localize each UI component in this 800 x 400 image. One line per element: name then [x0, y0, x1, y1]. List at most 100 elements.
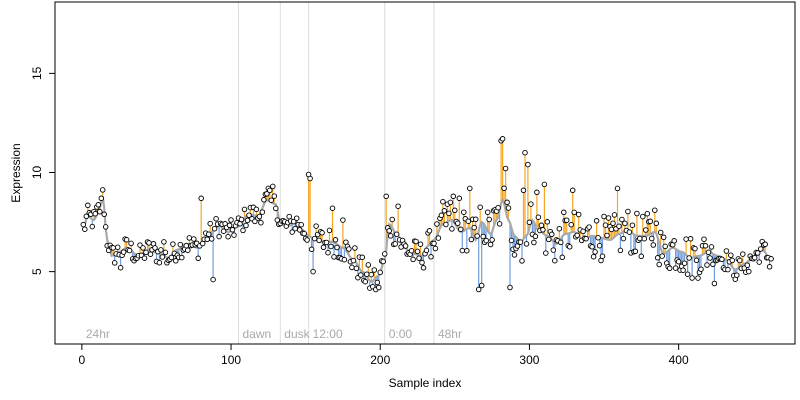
data-point	[681, 260, 688, 266]
time-annotation: 0:00	[389, 327, 413, 341]
data-point	[684, 271, 691, 277]
data-point	[185, 247, 191, 253]
data-point	[520, 187, 527, 194]
data-point	[313, 223, 319, 229]
data-point	[704, 262, 710, 268]
data-point	[660, 234, 667, 241]
data-point	[604, 232, 610, 239]
time-annotation: 12:00	[313, 327, 343, 341]
data-point	[754, 250, 761, 256]
data-point	[267, 187, 273, 194]
data-point	[253, 206, 260, 213]
data-point	[423, 247, 430, 254]
data-point	[569, 187, 576, 194]
data-point	[710, 261, 716, 268]
data-point	[734, 272, 740, 278]
data-point	[680, 267, 686, 273]
data-point	[320, 244, 327, 251]
data-point	[186, 235, 193, 241]
data-point	[97, 208, 103, 215]
data-point	[428, 254, 434, 260]
data-point	[541, 181, 548, 188]
data-point	[225, 233, 231, 240]
data-point	[472, 216, 479, 223]
data-point	[438, 212, 445, 219]
data-point	[474, 233, 480, 239]
data-point	[487, 241, 494, 248]
data-point	[141, 255, 148, 261]
data-point	[159, 254, 166, 260]
data-point	[440, 198, 446, 205]
data-point	[746, 268, 752, 275]
data-point	[695, 275, 701, 281]
data-point	[538, 222, 545, 229]
data-point	[728, 252, 734, 258]
data-point	[162, 249, 169, 256]
data-point	[461, 209, 467, 215]
data-point	[707, 255, 713, 261]
data-point	[374, 279, 381, 286]
data-point	[626, 229, 633, 235]
data-point	[517, 239, 524, 245]
data-point	[556, 225, 563, 232]
data-point	[526, 219, 533, 226]
data-point	[231, 232, 237, 238]
data-point	[711, 280, 718, 287]
data-point	[273, 205, 279, 212]
data-point	[377, 269, 383, 276]
data-point	[657, 229, 664, 236]
data-point	[593, 218, 600, 224]
data-point	[92, 210, 99, 217]
data-point	[702, 243, 709, 249]
data-point	[289, 229, 295, 235]
data-point	[207, 220, 213, 227]
data-point	[340, 217, 346, 223]
data-point	[117, 264, 124, 271]
data-point	[152, 245, 158, 251]
data-point	[698, 266, 704, 272]
data-point	[610, 220, 616, 226]
data-point	[505, 205, 512, 211]
data-point	[757, 246, 764, 252]
data-point	[496, 221, 503, 227]
data-point	[419, 259, 425, 266]
data-point	[111, 260, 118, 266]
data-point	[611, 212, 618, 218]
data-point	[575, 211, 582, 218]
data-point	[647, 218, 654, 225]
data-point	[441, 208, 448, 214]
data-point	[240, 227, 246, 234]
data-point	[323, 239, 330, 246]
data-point	[353, 265, 360, 272]
data-point	[170, 241, 176, 247]
data-point	[671, 238, 677, 244]
data-point	[522, 149, 528, 156]
data-point	[387, 233, 394, 239]
x-tick-label: 200	[370, 353, 390, 367]
data-point	[614, 185, 621, 192]
data-point	[307, 175, 313, 182]
data-point	[561, 209, 567, 216]
data-point	[644, 210, 651, 217]
data-point	[508, 237, 515, 244]
data-point	[447, 199, 454, 206]
data-point	[563, 217, 570, 223]
data-point	[381, 251, 388, 257]
data-point	[213, 215, 219, 222]
data-point	[666, 265, 673, 272]
data-point	[687, 236, 694, 242]
data-point	[183, 242, 190, 249]
data-point	[580, 228, 586, 235]
time-annotation: 24hr	[86, 327, 110, 341]
data-point	[641, 235, 648, 242]
data-point	[311, 235, 318, 242]
data-point	[368, 271, 375, 278]
data-point	[464, 247, 470, 254]
data-point	[99, 187, 106, 193]
data-point	[686, 255, 692, 261]
data-point	[634, 210, 640, 217]
data-point	[595, 234, 601, 241]
data-point	[408, 247, 415, 254]
data-point	[380, 258, 386, 265]
